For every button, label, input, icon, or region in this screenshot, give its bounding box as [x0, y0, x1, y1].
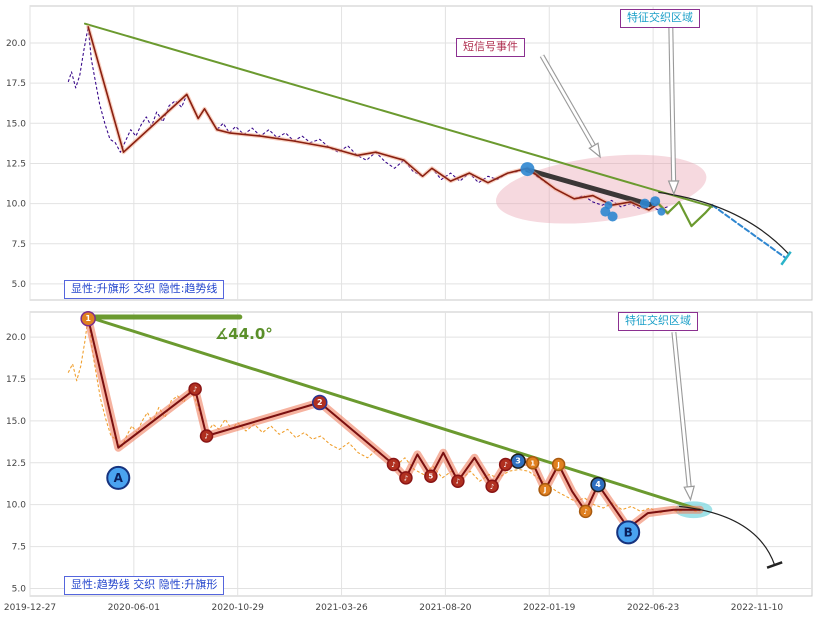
svg-text:12.5: 12.5 [6, 459, 26, 469]
svg-text:♪: ♪ [391, 461, 395, 469]
svg-text:1: 1 [530, 459, 535, 467]
svg-text:3: 3 [515, 457, 521, 466]
svg-text:♪: ♪ [456, 478, 460, 486]
svg-text:2019-12-27: 2019-12-27 [4, 603, 56, 613]
svg-text:J: J [543, 486, 547, 494]
svg-text:2: 2 [317, 398, 323, 407]
svg-text:♪: ♪ [490, 483, 494, 491]
annotation-feature-interweave-region-bottom: 特征交织区域 [618, 312, 698, 331]
svg-text:5: 5 [428, 473, 433, 481]
svg-text:20.0: 20.0 [6, 333, 26, 343]
svg-text:♪: ♪ [193, 386, 197, 394]
annotation-short-signal-event: 短信号事件 [456, 38, 525, 57]
svg-text:∡44.0°: ∡44.0° [215, 325, 273, 343]
svg-text:2020-10-29: 2020-10-29 [212, 603, 265, 613]
svg-text:7.5: 7.5 [12, 240, 26, 250]
svg-text:5.0: 5.0 [12, 280, 27, 290]
svg-text:10.0: 10.0 [6, 501, 26, 511]
svg-text:2021-08-20: 2021-08-20 [419, 603, 472, 613]
svg-text:4: 4 [595, 480, 601, 489]
svg-text:20.0: 20.0 [6, 39, 26, 49]
svg-text:♪: ♪ [404, 474, 408, 482]
svg-text:J: J [556, 461, 560, 469]
svg-text:15.0: 15.0 [6, 119, 26, 129]
svg-text:2021-03-26: 2021-03-26 [315, 603, 368, 613]
svg-text:2022-11-10: 2022-11-10 [731, 603, 784, 613]
svg-text:15.0: 15.0 [6, 417, 26, 427]
svg-text:12.5: 12.5 [6, 159, 26, 169]
svg-text:5.0: 5.0 [12, 584, 27, 594]
svg-text:♪: ♪ [503, 461, 507, 469]
annotation-feature-interweave-region-top: 特征交织区域 [620, 9, 700, 28]
svg-text:2020-06-01: 2020-06-01 [108, 603, 160, 613]
svg-text:2022-06-23: 2022-06-23 [627, 603, 679, 613]
svg-text:1: 1 [85, 314, 91, 323]
svg-text:10.0: 10.0 [6, 200, 26, 210]
svg-text:A: A [114, 471, 124, 485]
svg-text:♪: ♪ [204, 432, 208, 440]
svg-text:♪: ♪ [583, 508, 587, 516]
svg-text:17.5: 17.5 [6, 79, 26, 89]
svg-text:B: B [624, 525, 633, 539]
svg-text:17.5: 17.5 [6, 375, 26, 385]
svg-text:7.5: 7.5 [12, 543, 26, 553]
caption-top-panel: 显性:升旗形 交织 隐性:趋势线 [64, 280, 225, 299]
caption-bottom-panel: 显性:趋势线 交织 隐性:升旗形 [64, 576, 225, 595]
svg-text:2022-01-19: 2022-01-19 [523, 603, 576, 613]
